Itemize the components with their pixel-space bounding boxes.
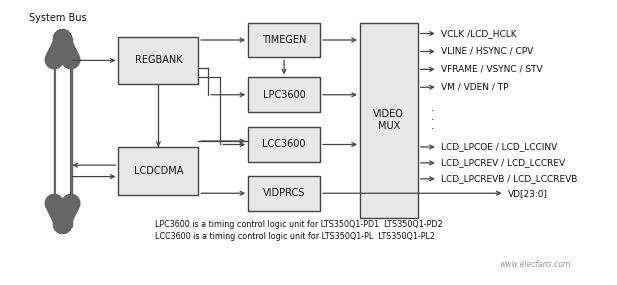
Bar [248, 23, 320, 57]
Text: LCDCDMA: LCDCDMA [134, 166, 183, 176]
Bar [118, 36, 198, 84]
Text: VCLK /LCD_HCLK: VCLK /LCD_HCLK [441, 29, 516, 38]
Text: LCC3600: LCC3600 [262, 139, 306, 150]
Bar [248, 127, 320, 162]
Text: LCD_LPCREVB / LCD_LCCREVB: LCD_LPCREVB / LCD_LCCREVB [441, 174, 577, 183]
Text: VIDEO
MUX: VIDEO MUX [373, 109, 404, 131]
Bar [248, 176, 320, 211]
Text: LPC3600: LPC3600 [263, 90, 305, 100]
Text: VM / VDEN / TP: VM / VDEN / TP [441, 83, 508, 92]
Text: LPC3600 is a timing control logic unit for LTS350Q1-PD1  LTS350Q1-PD2: LPC3600 is a timing control logic unit f… [155, 220, 443, 229]
Text: TIMEGEN: TIMEGEN [262, 35, 306, 45]
Bar [248, 77, 320, 112]
Text: VD[23:0]: VD[23:0] [508, 189, 547, 198]
Text: .: . [431, 103, 434, 113]
Text: LCD_LPCOE / LCD_LCCINV: LCD_LPCOE / LCD_LCCINV [441, 142, 557, 152]
Text: www.elecfans.com: www.elecfans.com [500, 260, 571, 269]
Bar [118, 147, 198, 195]
Text: VIDPRCS: VIDPRCS [263, 188, 305, 198]
Text: LCD_LPCREV / LCD_LCCREV: LCD_LPCREV / LCD_LCCREV [441, 158, 565, 167]
Text: VFRAME / VSYNC / STV: VFRAME / VSYNC / STV [441, 65, 542, 74]
Text: REGBANK: REGBANK [135, 55, 182, 65]
Text: System Bus: System Bus [28, 13, 86, 23]
Text: VLINE / HSYNC / CPV: VLINE / HSYNC / CPV [441, 47, 533, 56]
Text: .: . [431, 121, 434, 131]
Text: .: . [431, 112, 434, 122]
Text: LCC3600 is a timing control logic unit for LTS350Q1-PL  LTS350Q1-PL2: LCC3600 is a timing control logic unit f… [155, 232, 436, 241]
Bar [360, 23, 418, 218]
